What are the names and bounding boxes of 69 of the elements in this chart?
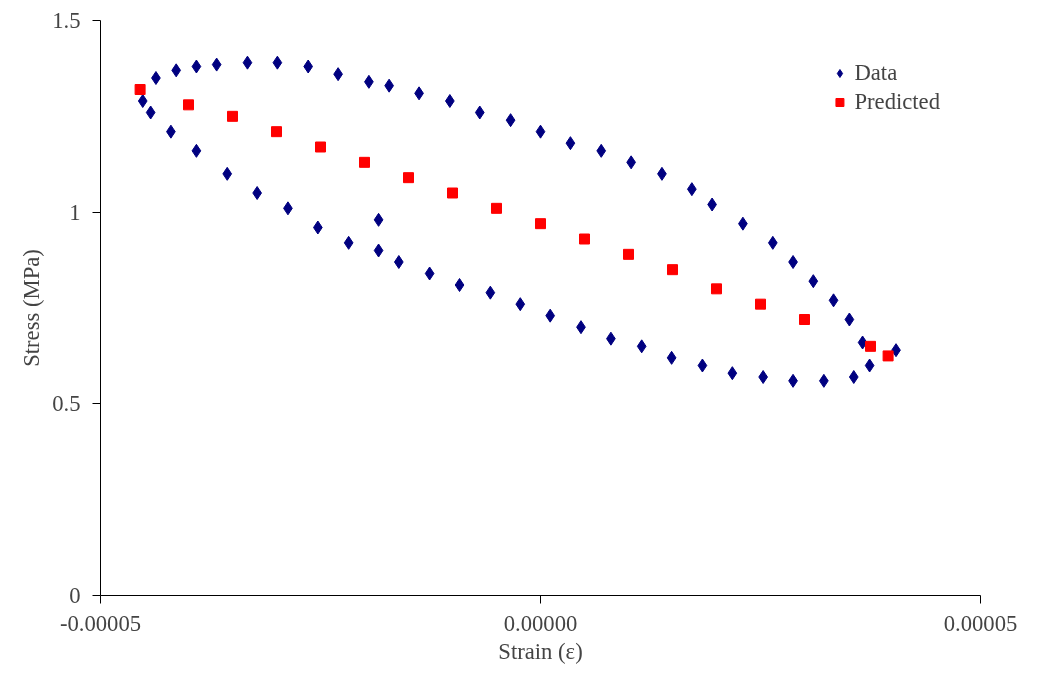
- point: [315, 141, 326, 153]
- point: [303, 59, 314, 74]
- point: [191, 143, 202, 158]
- point: [145, 105, 156, 120]
- point: [373, 212, 384, 227]
- point: [788, 255, 798, 269]
- point: [393, 255, 404, 269]
- point: [755, 298, 766, 310]
- point: [271, 126, 282, 138]
- point: [424, 266, 435, 281]
- point: [535, 218, 546, 230]
- point: [767, 235, 778, 250]
- point: [191, 59, 202, 74]
- point: [579, 233, 590, 245]
- point: [758, 370, 768, 384]
- point: [857, 335, 868, 350]
- point: [373, 243, 384, 258]
- point: [474, 105, 485, 120]
- point: [151, 71, 161, 85]
- point: [343, 235, 354, 250]
- y-tick-label: 0: [69, 583, 81, 608]
- x-axis-title: Strain (ε): [498, 638, 583, 664]
- point: [596, 143, 607, 158]
- x-tick-label: 0.00000: [503, 610, 578, 636]
- point: [565, 136, 576, 151]
- point: [485, 285, 496, 300]
- point: [808, 274, 819, 289]
- point: [134, 84, 146, 95]
- point: [697, 358, 708, 373]
- point: [359, 156, 370, 168]
- y-tick-label: 1.5: [52, 8, 81, 33]
- point: [711, 283, 722, 295]
- point: [848, 370, 859, 384]
- point: [636, 339, 647, 354]
- point: [227, 110, 238, 122]
- point: [864, 358, 875, 373]
- point: [454, 278, 465, 292]
- point: [623, 248, 634, 260]
- point: [447, 187, 458, 199]
- point: [666, 350, 677, 365]
- y-tick-label: 0.5: [52, 391, 81, 417]
- point: [545, 308, 556, 323]
- point: [137, 94, 148, 108]
- point: [222, 166, 233, 181]
- legend-label: Predicted: [854, 89, 940, 115]
- point: [882, 350, 894, 362]
- point: [844, 312, 855, 327]
- point: [505, 113, 516, 128]
- point: [445, 94, 455, 108]
- point: [211, 57, 222, 72]
- point: [515, 297, 526, 312]
- y-tick-label: 1: [69, 199, 81, 225]
- x-tick-label: -0.00005: [59, 610, 142, 636]
- point: [183, 99, 194, 111]
- point: [171, 63, 182, 78]
- point: [535, 124, 546, 139]
- point: [799, 314, 810, 325]
- point: [491, 202, 502, 214]
- y-axis-title: Stress (MPa): [19, 249, 45, 367]
- x-tick-label: 0.00005: [943, 610, 1018, 636]
- point: [828, 293, 839, 308]
- point: [252, 186, 262, 200]
- point: [242, 55, 253, 70]
- legend-label: Data: [854, 60, 898, 86]
- point: [272, 55, 283, 70]
- point: [403, 172, 414, 184]
- point: [727, 366, 738, 381]
- point: [865, 340, 876, 352]
- point: [667, 264, 678, 276]
